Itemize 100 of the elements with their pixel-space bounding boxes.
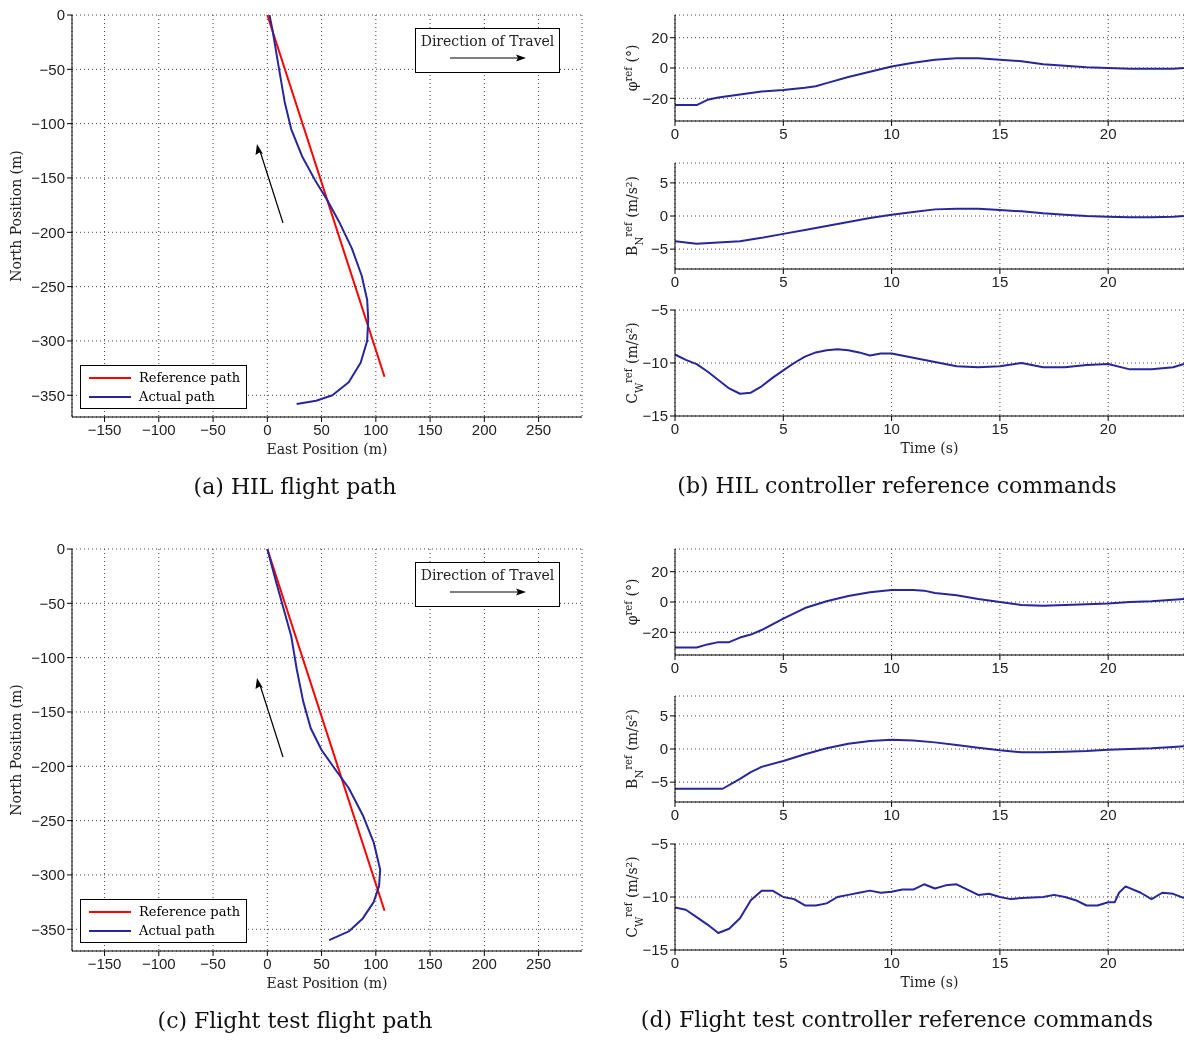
- y-tick-label: −200: [31, 757, 65, 775]
- legend-label: Actual path: [139, 923, 215, 938]
- line-series: [675, 207, 1184, 245]
- y-axis-title: North Position (m): [8, 150, 24, 282]
- legend-label: Actual path: [139, 389, 215, 404]
- y-tick-label: −10: [642, 354, 668, 372]
- x-tick-label: 200: [471, 954, 497, 972]
- y-tick-label: −5: [650, 773, 668, 791]
- y-tick-label: −15: [642, 407, 668, 425]
- x-tick-label: 250: [526, 420, 552, 438]
- y-tick-label: −5: [650, 239, 668, 257]
- y-tick-label: 0: [659, 58, 668, 76]
- x-tick-label: 15: [991, 953, 1009, 971]
- x-tick-label: 15: [991, 124, 1009, 142]
- y-tick-label: −250: [31, 811, 65, 829]
- line-series: [675, 738, 1184, 790]
- x-tick-label: 0: [670, 658, 680, 676]
- x-tick-label: 10: [883, 953, 900, 971]
- x-tick-label: 100: [363, 420, 389, 438]
- line-series: [675, 882, 1184, 934]
- line-series: [675, 56, 1184, 106]
- y-tick-label: −300: [31, 332, 65, 350]
- x-tick-label: −150: [87, 420, 122, 438]
- x-tick-label: 20: [1099, 658, 1117, 676]
- y-tick-label: −150: [31, 169, 65, 187]
- x-tick-label: 5: [779, 953, 788, 971]
- y-tick-label: −350: [31, 386, 65, 404]
- y-tick-label: −350: [31, 920, 65, 938]
- x-tick-label: 0: [670, 272, 680, 290]
- x-tick-label: 5: [779, 272, 788, 290]
- x-tick-label: 5: [779, 658, 788, 676]
- x-tick-label: 100: [363, 954, 389, 972]
- x-axis-title: East Position (m): [266, 441, 388, 457]
- annotation: Direction of Travel: [419, 567, 556, 583]
- x-tick-label: 10: [883, 124, 900, 142]
- x-tick-label: 150: [417, 420, 443, 438]
- x-tick-label: −100: [141, 420, 176, 438]
- y-tick-label: −20: [642, 623, 668, 641]
- x-tick-label: 20: [1099, 124, 1117, 142]
- y-tick-label: −150: [31, 703, 65, 721]
- x-tick-label: 250: [526, 954, 552, 972]
- y-tick-label: −200: [31, 223, 65, 241]
- x-tick-label: 10: [883, 272, 900, 290]
- y-tick-label: −50: [39, 60, 65, 78]
- x-tick-label: 10: [883, 658, 900, 676]
- x-axis-title: East Position (m): [266, 975, 388, 991]
- annotation: Direction of Travel: [419, 33, 556, 49]
- x-tick-label: 5: [779, 420, 788, 438]
- x-tick-label: 5: [779, 124, 788, 142]
- x-tick-label: 0: [670, 953, 680, 971]
- x-tick-label: 10: [883, 805, 900, 823]
- x-tick-label: 15: [991, 658, 1009, 676]
- y-tick-label: −50: [39, 594, 65, 612]
- x-axis-title: Time (s): [900, 440, 959, 457]
- x-tick-label: −100: [141, 954, 176, 972]
- legend-label: Reference path: [139, 370, 241, 385]
- x-tick-label: 0: [670, 805, 680, 823]
- line-series: [268, 15, 370, 405]
- x-tick-label: 15: [991, 805, 1009, 823]
- text: (b) HIL controller reference commands: [676, 472, 1118, 501]
- x-tick-label: 50: [313, 420, 330, 438]
- x-tick-label: 0: [670, 420, 680, 438]
- y-tick-label: 0: [659, 740, 668, 758]
- x-tick-label: 50: [313, 954, 330, 972]
- y-tick-label: −20: [642, 89, 668, 107]
- line-series: [675, 588, 1184, 648]
- y-tick-label: 20: [651, 562, 668, 580]
- y-tick-label: −5: [650, 834, 668, 852]
- x-tick-label: 5: [779, 805, 788, 823]
- x-tick-label: 20: [1099, 272, 1117, 290]
- x-tick-label: 20: [1099, 805, 1117, 823]
- y-tick-label: −10: [642, 887, 668, 905]
- text: (a) HIL flight path: [192, 473, 398, 501]
- x-tick-label: 150: [417, 954, 443, 972]
- y-tick-label: 0: [659, 206, 668, 224]
- y-tick-label: 20: [651, 28, 668, 46]
- x-tick-label: 20: [1099, 953, 1117, 971]
- x-tick-label: 20: [1099, 420, 1117, 438]
- text: (d) Flight test controller reference commands: [639, 1005, 1155, 1034]
- y-tick-label: 5: [659, 707, 668, 725]
- x-tick-label: 0: [670, 124, 680, 142]
- x-tick-label: 0: [263, 954, 272, 972]
- y-tick-label: −15: [642, 940, 668, 958]
- y-axis-title: North Position (m): [8, 684, 24, 816]
- x-tick-label: 15: [991, 420, 1009, 438]
- y-tick-label: 0: [56, 6, 65, 24]
- x-tick-label: −50: [200, 954, 226, 972]
- text: (c) Flight test flight path: [156, 1007, 434, 1035]
- x-tick-label: −150: [87, 954, 122, 972]
- y-tick-label: −250: [31, 277, 65, 295]
- y-tick-label: 0: [56, 540, 65, 558]
- x-tick-label: 10: [883, 420, 900, 438]
- x-tick-label: −50: [200, 420, 226, 438]
- y-tick-label: 5: [659, 173, 668, 191]
- line-series: [675, 348, 1184, 396]
- x-tick-label: 200: [471, 420, 497, 438]
- legend-label: Reference path: [139, 904, 241, 919]
- y-tick-label: −5: [650, 301, 668, 319]
- x-axis-title: Time (s): [900, 973, 959, 990]
- y-tick-label: −300: [31, 866, 65, 884]
